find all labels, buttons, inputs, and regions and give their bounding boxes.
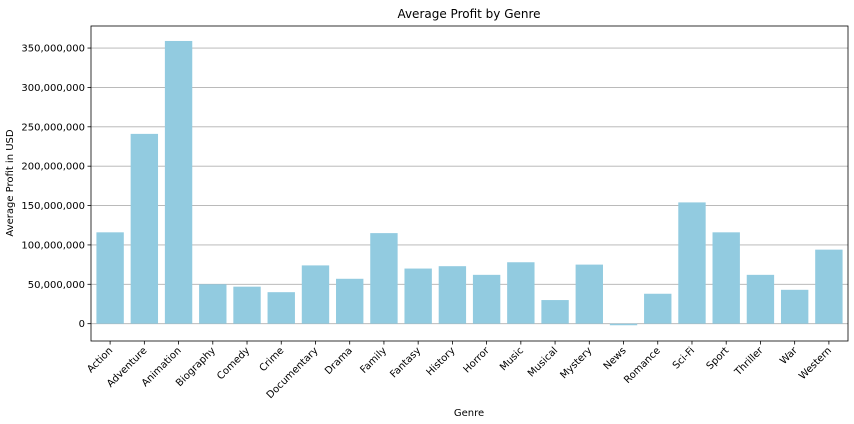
plot-frame bbox=[90, 25, 849, 342]
x-tick-label: Sport bbox=[705, 345, 732, 372]
x-tick-label: Thriller bbox=[732, 345, 766, 379]
bar-musical bbox=[541, 300, 569, 324]
x-axis-title: Genre bbox=[454, 408, 484, 419]
x-tick-label: Romance bbox=[622, 345, 663, 386]
bar-romance bbox=[644, 293, 672, 324]
bar-sci-fi bbox=[678, 202, 706, 324]
bar-family bbox=[370, 233, 398, 324]
bar-fantasy bbox=[404, 268, 432, 324]
bar-adventure bbox=[130, 133, 159, 324]
y-tick-label: 300,000,000 bbox=[21, 83, 85, 94]
bar-layer bbox=[96, 40, 843, 326]
y-tick-label: 150,000,000 bbox=[21, 201, 85, 212]
bar-biography bbox=[199, 284, 227, 324]
x-tick-label: Musical bbox=[526, 345, 560, 379]
bar-thriller bbox=[746, 274, 775, 324]
bar-comedy bbox=[233, 286, 261, 324]
bar-news bbox=[609, 323, 638, 326]
y-tick-label: 50,000,000 bbox=[28, 280, 85, 291]
bar-crime bbox=[267, 292, 295, 324]
x-tick-label: Mystery bbox=[558, 345, 594, 381]
bar-war bbox=[780, 289, 809, 324]
y-tick-label: 100,000,000 bbox=[21, 240, 85, 251]
bar-western bbox=[815, 249, 843, 324]
bar-music bbox=[507, 262, 535, 324]
x-tick-label: Sci-Fi bbox=[671, 345, 697, 371]
x-tick-label: Fantasy bbox=[388, 345, 423, 380]
bar-horror bbox=[472, 274, 501, 324]
bar-history bbox=[438, 266, 467, 324]
x-tick-label: Action bbox=[85, 345, 115, 375]
bar-mystery bbox=[575, 264, 603, 324]
bar-animation bbox=[164, 40, 193, 324]
x-tick-label: Drama bbox=[323, 345, 355, 377]
x-tick-label: Comedy bbox=[215, 345, 252, 382]
bar-action bbox=[96, 232, 124, 324]
chart-title: Average Profit by Genre bbox=[397, 7, 540, 21]
x-tick-label: Crime bbox=[258, 345, 287, 374]
x-tick-label: Family bbox=[359, 345, 390, 376]
bar-sport bbox=[712, 232, 740, 324]
y-tick-label: 0 bbox=[79, 319, 85, 330]
y-tick-label: 350,000,000 bbox=[21, 44, 85, 55]
x-tick-label: Music bbox=[498, 345, 526, 373]
y-axis-ticks: 0 50,000,000 100,000,000 150,000,000 200,000… bbox=[21, 44, 91, 330]
y-axis-title: Average Profit in USD bbox=[5, 129, 16, 236]
bar-documentary bbox=[301, 265, 330, 324]
x-tick-label: Western bbox=[797, 345, 834, 382]
y-tick-label: 250,000,000 bbox=[21, 122, 85, 133]
bar-drama bbox=[336, 278, 364, 324]
x-tick-label: Horror bbox=[462, 345, 493, 376]
x-tick-label: News bbox=[602, 345, 629, 372]
y-tick-label: 200,000,000 bbox=[21, 162, 85, 173]
x-tick-label: War bbox=[778, 345, 800, 367]
x-tick-label: History bbox=[425, 345, 458, 378]
